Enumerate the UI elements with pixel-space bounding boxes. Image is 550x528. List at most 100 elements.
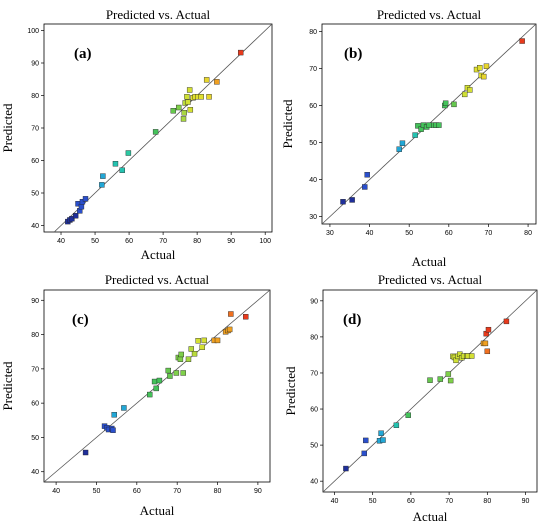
panel-1-y-tick-label: 100 <box>27 28 39 35</box>
panel-3-x-axis-label: Actual <box>140 503 175 518</box>
panel-3-x-tick-label: 80 <box>214 488 222 495</box>
panel-2-frame <box>321 23 537 225</box>
panel-4-data-point <box>405 412 411 418</box>
panel-2-data-point <box>399 140 406 146</box>
panel-3-data-point <box>173 370 180 376</box>
panel-2-y-tick-label: 70 <box>309 66 317 73</box>
panel-3-data-point <box>195 338 201 344</box>
panel-3-data-point <box>82 449 89 456</box>
panel-1-data-point <box>198 94 204 100</box>
panel-4-x-tick-label: 60 <box>407 498 415 505</box>
panel-1-data-point <box>214 79 220 85</box>
panel-2-data-point <box>436 122 442 128</box>
panel-4-data-point <box>485 326 492 333</box>
panel-1-data-point <box>184 94 190 100</box>
panel-2-data-point <box>461 91 468 98</box>
panel-4-data-point <box>468 353 475 359</box>
panel-2-label: (b) <box>344 46 362 62</box>
panel-3-data-point <box>153 385 159 392</box>
panel-4-data-point <box>380 437 386 443</box>
panel-1-data-point <box>72 213 79 219</box>
panel-4-data-point <box>427 377 433 383</box>
panel-2-y-tick-label: 50 <box>309 140 317 147</box>
panel-4-data-point <box>445 371 452 377</box>
panel-4-y-tick-label: 90 <box>310 298 318 305</box>
panel-2-data-point <box>340 199 346 205</box>
panel-2-y-tick-label: 30 <box>309 214 317 221</box>
panel-3-data-point <box>228 311 234 317</box>
panel-3-y-tick-label: 70 <box>31 366 39 373</box>
panel-1-x-axis-label: Actual <box>141 247 176 262</box>
panel-1-data-point <box>180 116 187 122</box>
panel-1-data-point <box>186 87 193 93</box>
panel-4-x-tick-label: 50 <box>369 498 377 505</box>
panel-1-data-point <box>237 49 244 56</box>
panel-3-data-point <box>243 314 249 320</box>
panel-3-data-point <box>180 370 186 376</box>
panel-1-x-tick-label: 100 <box>259 238 271 245</box>
panel-4-data-point <box>484 348 491 355</box>
panel-1-data-point <box>99 182 105 188</box>
panel-2-data-point <box>362 184 368 190</box>
panel-2-data-point <box>480 73 487 80</box>
panel-1-data-point <box>170 108 177 114</box>
panel-4-y-tick-label: 60 <box>310 407 318 414</box>
panel-2-x-tick-label: 80 <box>524 230 532 237</box>
panel-3-data-point <box>191 351 198 357</box>
panel-4-y-tick-label: 40 <box>310 479 318 486</box>
panel-1-y-tick-label: 70 <box>31 126 39 133</box>
panel-3-y-tick-label: 90 <box>31 298 39 305</box>
panel-1-data-point <box>206 94 212 100</box>
panel-4-data-point <box>378 430 384 436</box>
panel-3-data-point <box>110 427 116 433</box>
panel-2-x-tick-label: 40 <box>366 230 374 237</box>
panel-3-y-tick-label: 80 <box>31 332 39 339</box>
panel-2-data-point <box>477 65 483 71</box>
panel-4-data-point <box>393 422 400 428</box>
panel-4-identity-line <box>322 289 538 493</box>
panel-3-data-point <box>165 367 172 374</box>
panel-1-data-point <box>79 199 86 205</box>
panel-3-frame <box>43 289 271 483</box>
panel-1-label: (a) <box>74 46 92 62</box>
panel-3-data-point <box>178 351 184 358</box>
panel-3-data-point <box>147 391 153 398</box>
panel-2-data-point <box>426 122 432 128</box>
panel-4-data-point <box>363 437 369 444</box>
panel-4-x-tick-label: 40 <box>331 498 339 505</box>
panel-3-data-point <box>156 377 163 384</box>
panel-4-x-tick-label: 70 <box>445 498 453 505</box>
panel-2-data-point <box>396 146 402 152</box>
panel-1-x-tick-label: 50 <box>91 238 99 245</box>
panel-3-x-tick-label: 60 <box>133 488 141 495</box>
panel-2-y-tick-label: 80 <box>309 29 317 36</box>
panel-3-y-axis-label: Predicted <box>0 361 15 411</box>
panel-1-data-point <box>78 203 85 210</box>
panel-4-y-tick-label: 80 <box>310 334 318 341</box>
panel-1-data-point <box>152 129 159 135</box>
panel-2-data-point <box>442 100 449 106</box>
panel-3-data-point <box>201 337 207 344</box>
panel-2-data-point <box>364 172 370 178</box>
panel-2-x-tick-label: 70 <box>485 230 493 237</box>
panel-4-x-tick-label: 80 <box>483 498 491 505</box>
panel-2-y-tick-label: 60 <box>309 103 317 110</box>
panel-1-x-tick-label: 40 <box>57 238 65 245</box>
panel-2-data-point <box>415 123 421 129</box>
panel-4-y-axis-label: Predicted <box>283 366 298 416</box>
panel-3-x-tick-label: 50 <box>93 488 101 495</box>
panel-1-data-point <box>181 110 187 116</box>
panel-1-x-tick-label: 80 <box>193 238 201 245</box>
panel-3-data-point <box>111 412 117 418</box>
panel-2-data-point <box>519 38 525 44</box>
panel-2-title: Predicted vs. Actual <box>377 7 482 22</box>
panel-2-data-point <box>483 63 490 69</box>
panel-3-data-point <box>185 356 192 362</box>
panel-4-label: (d) <box>343 312 361 328</box>
panel-3-y-tick-label: 40 <box>31 469 39 476</box>
panel-1-data-point <box>69 215 75 222</box>
panel-3-data-point <box>121 405 127 411</box>
panel-1-data-point <box>119 167 125 173</box>
panel-1-y-tick-label: 90 <box>31 61 39 68</box>
